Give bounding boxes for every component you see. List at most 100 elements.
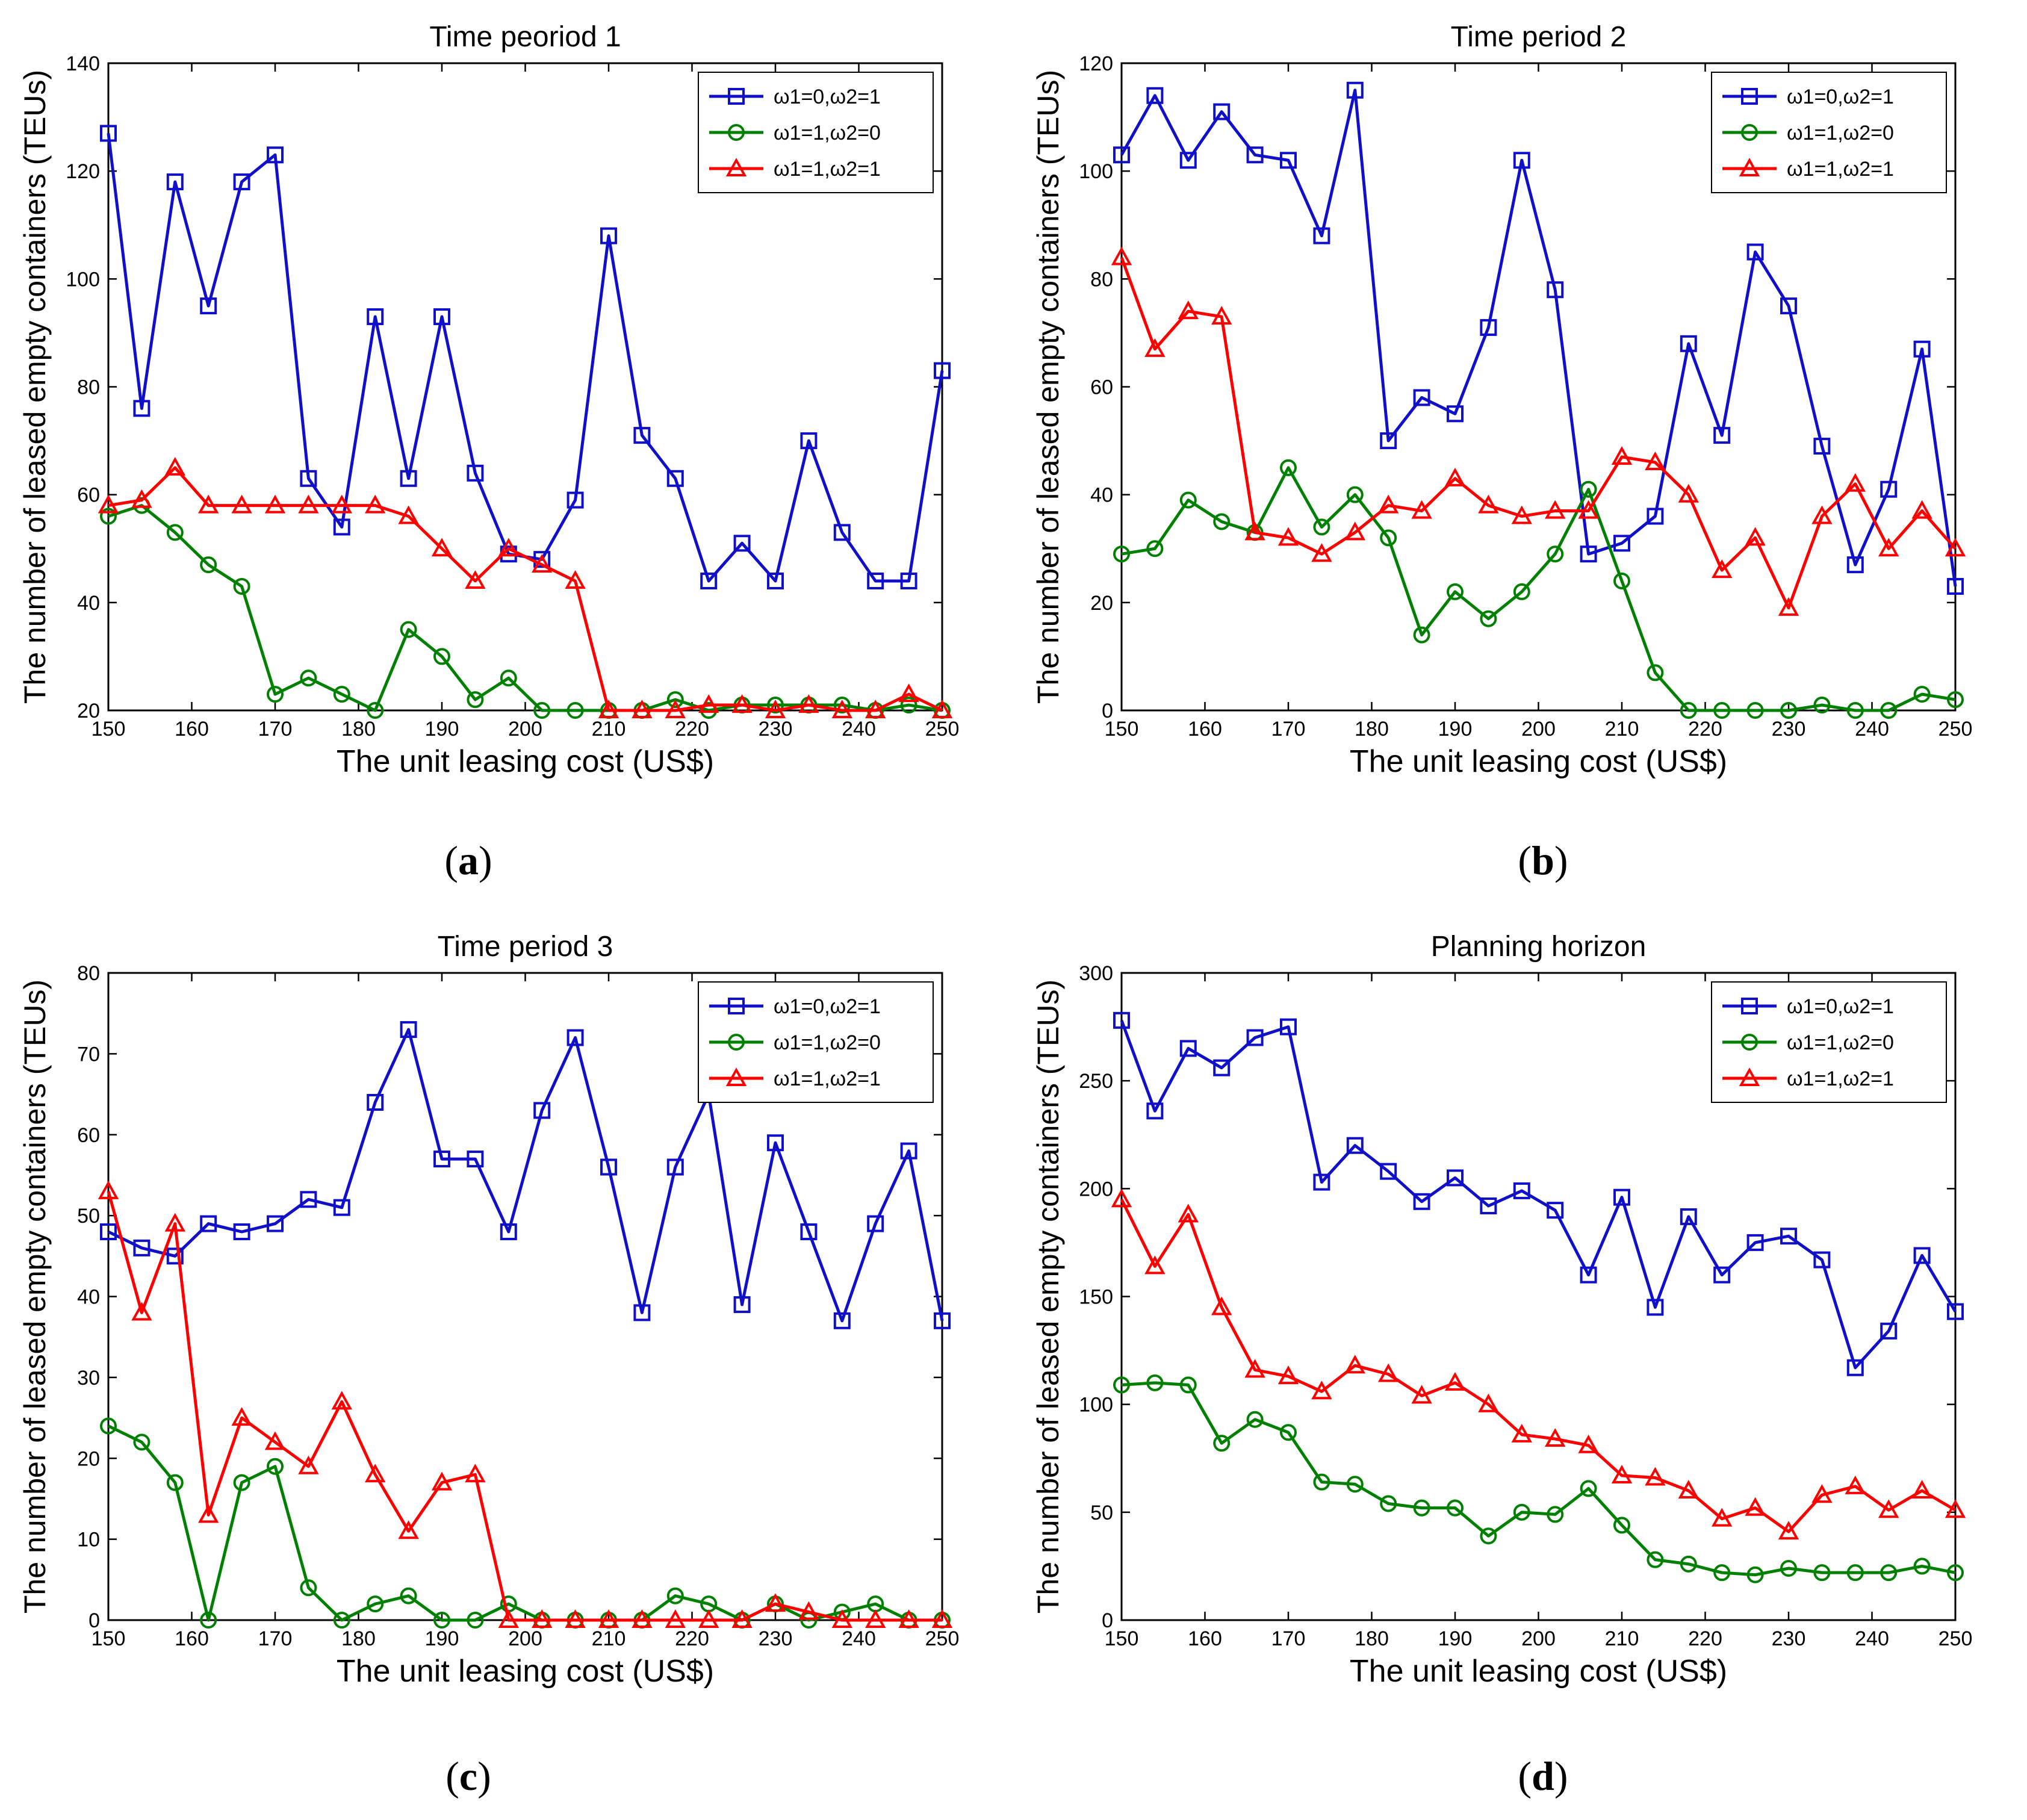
legend-marker — [1739, 158, 1760, 177]
data-point — [1280, 152, 1297, 169]
data-point — [1780, 1228, 1797, 1245]
data-point — [1346, 1476, 1364, 1493]
x-tick-label: 240 — [1855, 718, 1889, 741]
data-point — [1311, 543, 1332, 562]
data-point — [300, 1579, 317, 1597]
data-point — [400, 621, 417, 638]
data-point — [1411, 500, 1432, 519]
data-point — [1780, 1560, 1797, 1577]
data-point — [698, 694, 719, 713]
data-point — [100, 125, 117, 142]
data-point — [198, 494, 219, 514]
data-point — [1680, 335, 1697, 352]
data-point — [934, 1312, 951, 1329]
data-point — [1745, 527, 1766, 546]
series-triangle — [1111, 1188, 1966, 1540]
data-point — [1647, 664, 1664, 682]
data-point — [1413, 626, 1430, 644]
data-point — [1178, 300, 1199, 320]
x-tick-label: 200 — [1521, 1627, 1556, 1650]
x-tick-label: 160 — [1188, 1627, 1222, 1650]
data-point — [1811, 1484, 1833, 1503]
data-point — [1613, 1517, 1630, 1534]
data-point — [1378, 494, 1399, 514]
data-point — [200, 1215, 217, 1232]
data-point — [1179, 491, 1197, 509]
data-point — [166, 173, 184, 191]
x-tick-label: 170 — [258, 1627, 293, 1650]
data-point — [900, 1142, 917, 1160]
data-point — [333, 686, 350, 703]
legend-label: ω1=1,ω2=0 — [1787, 1031, 1894, 1054]
data-point — [1911, 500, 1932, 519]
data-point — [467, 1612, 484, 1629]
data-point — [1346, 1137, 1364, 1154]
data-point — [100, 1417, 117, 1435]
chart-title: Time peoriod 1 — [429, 21, 621, 53]
y-tick-label: 20 — [77, 1447, 100, 1470]
data-point — [233, 1474, 250, 1491]
data-point — [632, 700, 653, 719]
data-point — [1712, 559, 1733, 579]
data-point — [731, 1609, 753, 1629]
x-axis-label: The unit leasing cost (US$) — [337, 1654, 714, 1689]
data-point — [1713, 702, 1731, 719]
data-point — [1113, 1011, 1130, 1029]
y-axis-label: The number of leased empty containers (T… — [1031, 70, 1065, 704]
legend: ω1=0,ω2=1 ω1=1,ω2=0 ω1=1,ω2=1 — [698, 981, 934, 1103]
data-point — [1947, 691, 1964, 709]
series-line — [107, 1028, 944, 1323]
data-point — [465, 570, 486, 589]
y-tick-label: 200 — [1079, 1178, 1113, 1200]
data-point — [100, 508, 117, 525]
panel-a: Time peoriod 1 150 160 170 180 190 200 210 220 23… — [0, 0, 1013, 910]
y-tick-label: 50 — [1090, 1502, 1113, 1524]
x-tick-label: 210 — [592, 718, 626, 741]
data-point — [498, 1609, 519, 1629]
data-point — [1911, 1480, 1932, 1499]
data-point — [1746, 1234, 1764, 1251]
data-point — [567, 1029, 584, 1046]
data-point — [1313, 1173, 1330, 1191]
panel-c: Time period 3 150 160 170 180 190 200 210 220 230… — [0, 910, 1013, 1820]
data-point — [1213, 103, 1231, 120]
legend-label: ω1=0,ω2=1 — [1787, 85, 1894, 108]
panel-label-c: (c) — [445, 1753, 491, 1799]
data-point — [1378, 1363, 1399, 1382]
data-point — [1580, 480, 1597, 498]
data-point — [100, 1223, 117, 1240]
x-tick-label: 170 — [1271, 718, 1306, 741]
data-point — [1346, 486, 1364, 503]
data-point — [1146, 87, 1164, 104]
x-tick-label: 190 — [425, 1627, 459, 1650]
chart-title: Time period 2 — [1451, 21, 1627, 53]
data-point — [1246, 146, 1264, 164]
y-tick-label: 0 — [88, 1609, 100, 1632]
y-tick-label: 20 — [77, 700, 100, 722]
legend-marker — [1741, 88, 1758, 105]
data-point — [1113, 545, 1130, 563]
data-point — [1645, 1467, 1666, 1486]
data-point — [1947, 1564, 1964, 1582]
data-point — [164, 456, 185, 476]
y-tick-label: 70 — [77, 1043, 100, 1066]
data-point — [233, 173, 250, 191]
data-point — [1845, 473, 1866, 492]
legend-label: ω1=0,ω2=1 — [774, 995, 881, 1018]
data-point — [1880, 480, 1898, 498]
data-point — [1645, 451, 1666, 470]
data-point — [267, 1215, 284, 1232]
data-point — [1647, 508, 1664, 525]
data-point — [1680, 702, 1697, 719]
data-point — [1878, 538, 1899, 557]
data-point — [1846, 1359, 1864, 1376]
y-axis-label: The number of leased empty containers (T… — [1031, 980, 1065, 1613]
data-point — [1113, 1376, 1130, 1394]
data-point — [1778, 597, 1799, 616]
data-point — [1547, 1202, 1564, 1219]
data-point — [467, 1151, 484, 1168]
legend-marker — [728, 88, 745, 105]
data-point — [500, 669, 517, 687]
data-point — [1447, 1169, 1464, 1187]
